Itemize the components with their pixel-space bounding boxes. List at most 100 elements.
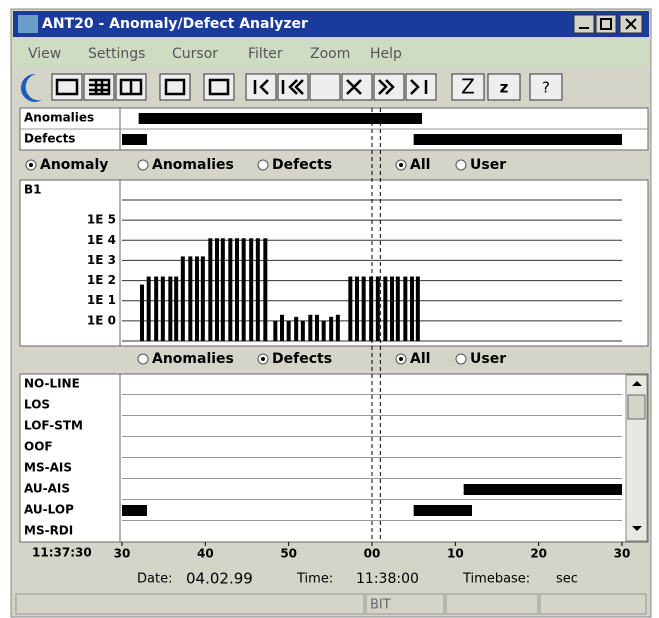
bar bbox=[294, 316, 299, 341]
radio-label: Anomalies bbox=[152, 351, 234, 367]
status-bar bbox=[14, 592, 648, 616]
panel-title: B1 bbox=[24, 183, 42, 197]
bar bbox=[361, 276, 366, 341]
icon-glyphs bbox=[55, 78, 428, 96]
minimize-button[interactable] bbox=[573, 14, 595, 34]
bar bbox=[369, 276, 374, 341]
bar bbox=[315, 314, 319, 341]
bar bbox=[188, 256, 193, 341]
y-tick-label: 1E 4 bbox=[87, 233, 116, 247]
bar bbox=[228, 238, 233, 341]
y-tick-label: 1E 0 bbox=[87, 313, 116, 327]
radio[interactable] bbox=[455, 159, 467, 171]
bar bbox=[200, 256, 205, 341]
menu-bar bbox=[13, 39, 649, 68]
bar bbox=[273, 320, 278, 341]
row-label: AU-LOP bbox=[24, 503, 74, 517]
bar bbox=[146, 276, 151, 341]
radio-label: Defects bbox=[272, 351, 332, 367]
radio-label: User bbox=[470, 157, 506, 173]
status-cell bbox=[365, 593, 445, 615]
y-tick-label: 1E 3 bbox=[87, 253, 116, 267]
bar bbox=[280, 314, 284, 341]
tool-button[interactable] bbox=[203, 73, 235, 101]
interval-bar bbox=[463, 484, 622, 495]
bar bbox=[329, 316, 334, 341]
radio-dot bbox=[261, 357, 265, 361]
interval-bar bbox=[122, 134, 147, 145]
interval-bar bbox=[122, 505, 147, 516]
y-tick-label: 1E 1 bbox=[87, 293, 116, 307]
radio-label: All bbox=[410, 351, 430, 367]
bar bbox=[180, 256, 185, 341]
bar bbox=[348, 276, 353, 341]
x-tick-label: 30 bbox=[614, 547, 631, 561]
row-label: Defects bbox=[24, 132, 75, 146]
bar bbox=[403, 276, 408, 341]
status-cell bbox=[539, 593, 647, 615]
row-label: MS-AIS bbox=[24, 461, 72, 475]
zoom-out-label: z bbox=[500, 79, 509, 97]
radio[interactable] bbox=[137, 353, 149, 365]
radio-dot bbox=[399, 163, 403, 167]
bar bbox=[335, 314, 340, 341]
toolbar-icons bbox=[20, 73, 563, 102]
menu-item[interactable]: Help bbox=[370, 46, 402, 62]
bar bbox=[263, 238, 268, 341]
radio[interactable] bbox=[455, 353, 467, 365]
menu-item[interactable]: Settings bbox=[88, 46, 145, 62]
bar bbox=[168, 276, 173, 341]
tool-button[interactable] bbox=[451, 73, 485, 101]
date: 04.02.99 bbox=[186, 570, 253, 588]
menu-item[interactable]: Filter bbox=[248, 46, 283, 62]
radio-label: Anomaly bbox=[40, 157, 108, 173]
menu-item[interactable]: View bbox=[28, 46, 61, 62]
bar bbox=[415, 276, 420, 341]
tool-button[interactable] bbox=[405, 73, 437, 101]
bar bbox=[300, 320, 305, 341]
bar bbox=[195, 256, 199, 341]
bar bbox=[355, 276, 359, 341]
tool-button[interactable] bbox=[309, 73, 341, 101]
menu-item[interactable]: Cursor bbox=[172, 46, 218, 62]
time-axis-start: 11:37:30 bbox=[32, 546, 92, 560]
bar bbox=[395, 276, 400, 341]
bar bbox=[321, 320, 326, 341]
app-icon bbox=[18, 15, 38, 33]
row-label: Anomalies bbox=[24, 111, 94, 125]
tool-button[interactable] bbox=[373, 73, 405, 101]
x-tick-label: 00 bbox=[364, 547, 381, 561]
tool-button[interactable] bbox=[159, 73, 191, 101]
bar bbox=[241, 238, 246, 341]
radio[interactable] bbox=[137, 159, 149, 171]
bar bbox=[235, 238, 239, 341]
y-tick-label: 1E 2 bbox=[87, 273, 116, 287]
time-label: Time: bbox=[296, 572, 333, 587]
scroll-thumb[interactable] bbox=[627, 394, 646, 420]
tool-button[interactable] bbox=[487, 73, 521, 101]
bar bbox=[208, 238, 213, 341]
radio[interactable] bbox=[257, 159, 269, 171]
x-tick-label: 20 bbox=[530, 547, 547, 561]
radio-label: Defects bbox=[272, 157, 332, 173]
interval-bar bbox=[413, 134, 622, 145]
maximize-button[interactable] bbox=[595, 14, 617, 34]
status-cell bbox=[15, 593, 365, 615]
tool-button[interactable] bbox=[529, 73, 563, 101]
radio-dot bbox=[399, 357, 403, 361]
row-label: LOF-STM bbox=[24, 419, 83, 433]
row-label: NO-LINE bbox=[24, 377, 80, 391]
help-label: ? bbox=[542, 79, 550, 97]
interval-bar bbox=[138, 113, 422, 124]
radio-label: All bbox=[410, 157, 430, 173]
bar bbox=[410, 276, 414, 341]
radio-dot bbox=[29, 163, 33, 167]
bar bbox=[220, 238, 225, 341]
window-button-glyphs bbox=[579, 18, 637, 30]
tool-button[interactable] bbox=[341, 73, 373, 101]
bar bbox=[140, 284, 144, 341]
timebase-label: Timebase: bbox=[462, 572, 530, 587]
menu-item[interactable]: Zoom bbox=[310, 46, 350, 62]
status-text: BIT bbox=[370, 598, 391, 613]
